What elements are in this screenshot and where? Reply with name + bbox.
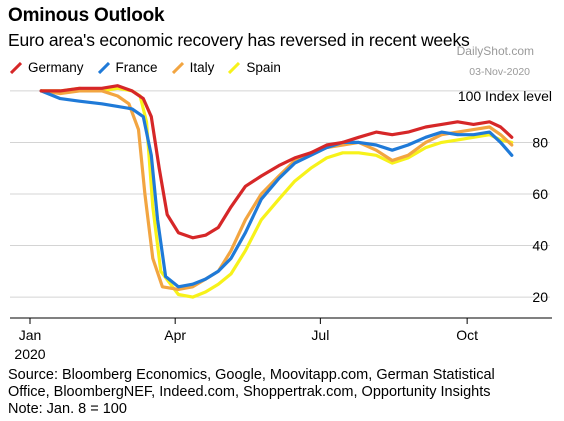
y-tick-label: 80 [532, 134, 548, 150]
y-unit-label: 100 Index level [458, 88, 552, 104]
legend-swatch-line [228, 61, 241, 74]
legend-item-france: France [97, 60, 158, 75]
x-tick-label: Jan [19, 327, 42, 343]
source-line-2: Office, BloombergNEF, Indeed.com, Shoppe… [8, 384, 491, 400]
y-tick-label: 40 [532, 238, 548, 254]
y-tick-label: 20 [532, 289, 548, 305]
legend-item-germany: Germany [10, 60, 84, 75]
legend-swatch-italy-icon [171, 61, 184, 74]
legend-swatch-line [10, 61, 22, 74]
legend-swatch-germany-icon [10, 61, 22, 74]
legend-label-italy: Italy [189, 60, 215, 75]
legend-swatch-spain-icon [228, 61, 241, 74]
x-tick-label: Oct [456, 327, 478, 343]
chart-title: Ominous Outlook [8, 5, 165, 26]
chart-subtitle: Euro area's economic recovery has revers… [8, 30, 470, 50]
x-axis: Jan Apr Jul Oct 2020 [10, 317, 552, 360]
x-year-label: 2020 [14, 346, 45, 360]
series-line-germany [39, 84, 514, 240]
source-line-3: Note: Jan. 8 = 100 [8, 401, 127, 417]
series-line-spain [39, 86, 514, 299]
series-line-france [39, 89, 514, 289]
source-line-1: Source: Bloomberg Economics, Google, Moo… [8, 367, 495, 383]
legend-label-spain: Spain [246, 60, 281, 75]
y-axis-labels: 20 40 60 80 [532, 134, 548, 305]
watermark: DailyShot.com [456, 44, 534, 58]
legend-label-germany: Germany [28, 60, 84, 75]
legend-label-france: France [115, 60, 158, 75]
publish-date: 03-Nov-2020 [469, 66, 530, 78]
x-tick-label: Jul [311, 327, 329, 343]
line-chart: Jan Apr Jul Oct 2020 20 40 60 80 100 Index leve… [10, 84, 552, 360]
series-line-italy [39, 89, 514, 291]
x-tick-label: Apr [164, 327, 186, 343]
legend-swatch-france-icon [97, 61, 110, 74]
series-layer [39, 84, 514, 299]
y-tick-label: 60 [532, 186, 548, 202]
legend-swatch-line [171, 61, 184, 74]
legend-item-italy: Italy [171, 60, 215, 75]
grid-lines [10, 90, 550, 298]
legend: Germany France Italy Spain [10, 60, 295, 75]
source-note: Source: Bloomberg Economics, Google, Moo… [8, 367, 558, 418]
legend-swatch-line [97, 61, 110, 74]
legend-item-spain: Spain [228, 60, 281, 75]
